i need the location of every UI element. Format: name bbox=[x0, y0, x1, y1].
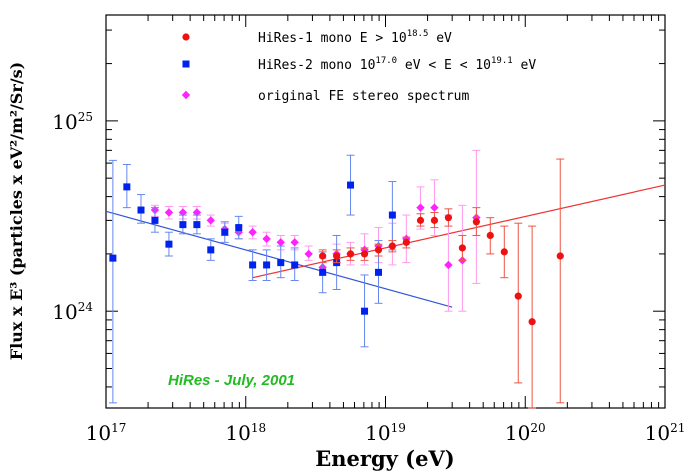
data-point bbox=[416, 216, 425, 224]
data-point bbox=[514, 292, 522, 300]
data-point bbox=[221, 228, 229, 236]
data-point bbox=[182, 33, 190, 41]
data-point bbox=[319, 252, 327, 260]
data-point bbox=[109, 254, 117, 262]
data-point bbox=[304, 249, 313, 259]
y-axis-label: Flux x E³ (particles x eV²/m²/Sr/s) bbox=[7, 62, 26, 360]
series-diamond bbox=[150, 149, 481, 312]
series-circle bbox=[318, 158, 565, 409]
data-point bbox=[291, 261, 299, 269]
data-series bbox=[108, 149, 565, 409]
plot-frame bbox=[105, 14, 666, 409]
data-point bbox=[165, 240, 173, 248]
data-point bbox=[346, 250, 355, 258]
data-point bbox=[486, 231, 494, 240]
axis-ticks bbox=[105, 15, 665, 408]
data-point bbox=[182, 60, 190, 68]
data-point bbox=[178, 208, 188, 217]
data-point bbox=[374, 246, 383, 254]
legend-entry: original FE stereo spectrum bbox=[181, 89, 469, 104]
x-tick-label: 1019 bbox=[365, 421, 406, 445]
data-point bbox=[263, 261, 271, 269]
x-tick-labels: 1017 1018 1019 1020 1021 bbox=[86, 421, 686, 445]
data-point bbox=[388, 211, 396, 219]
data-point bbox=[500, 248, 508, 256]
chart-annotation: HiRes - July, 2001 bbox=[168, 372, 295, 389]
x-axis-label: Energy (eV) bbox=[315, 446, 454, 471]
data-point bbox=[528, 318, 536, 326]
legend-label: original FE stereo spectrum bbox=[258, 89, 469, 104]
data-point bbox=[556, 252, 564, 260]
series-square bbox=[108, 154, 397, 404]
data-point bbox=[137, 206, 145, 214]
data-point bbox=[262, 234, 271, 244]
x-tick-label: 1018 bbox=[225, 421, 266, 445]
data-point bbox=[207, 246, 215, 254]
legend-entry: HiRes-1 mono E > 1018.5 eV bbox=[182, 29, 452, 46]
data-point bbox=[193, 221, 201, 229]
data-point bbox=[123, 183, 131, 191]
data-point bbox=[347, 181, 355, 189]
data-point bbox=[402, 238, 410, 246]
data-point bbox=[333, 252, 341, 260]
data-point bbox=[444, 260, 453, 270]
fit-line bbox=[252, 184, 666, 279]
data-point bbox=[151, 216, 159, 224]
data-point bbox=[179, 221, 187, 229]
y-tick-labels: 1024 1025 bbox=[52, 110, 93, 324]
data-point bbox=[290, 238, 299, 247]
data-point bbox=[248, 228, 257, 237]
y-tick-label: 1025 bbox=[52, 110, 93, 134]
data-point bbox=[430, 203, 439, 212]
data-point bbox=[388, 242, 396, 250]
data-point bbox=[374, 268, 382, 276]
data-point bbox=[458, 244, 466, 252]
data-point bbox=[416, 203, 425, 212]
data-point bbox=[276, 238, 285, 247]
data-point bbox=[249, 261, 257, 269]
data-point bbox=[206, 216, 215, 225]
y-tick-label: 1024 bbox=[52, 300, 93, 324]
data-point bbox=[319, 268, 327, 276]
data-point bbox=[181, 90, 191, 100]
legend-entry: HiRes-2 mono 1017.0 eV < E < 1019.1 eV bbox=[182, 56, 536, 73]
data-point bbox=[235, 224, 243, 232]
data-point bbox=[430, 216, 439, 224]
fit-lines bbox=[105, 184, 666, 308]
data-point bbox=[472, 218, 480, 226]
data-point bbox=[361, 307, 369, 315]
data-point bbox=[444, 214, 453, 222]
data-point bbox=[360, 250, 369, 258]
legend: HiRes-1 mono E > 1018.5 eV HiRes-2 mono 1… bbox=[181, 29, 536, 104]
x-tick-label: 1020 bbox=[505, 421, 546, 445]
x-tick-label: 1017 bbox=[86, 421, 127, 445]
legend-label: HiRes-1 mono E > 1018.5 eV bbox=[258, 29, 452, 46]
legend-label: HiRes-2 mono 1017.0 eV < E < 1019.1 eV bbox=[258, 56, 536, 73]
data-point bbox=[277, 259, 285, 267]
data-point bbox=[164, 208, 174, 217]
x-tick-label: 1021 bbox=[645, 421, 686, 445]
